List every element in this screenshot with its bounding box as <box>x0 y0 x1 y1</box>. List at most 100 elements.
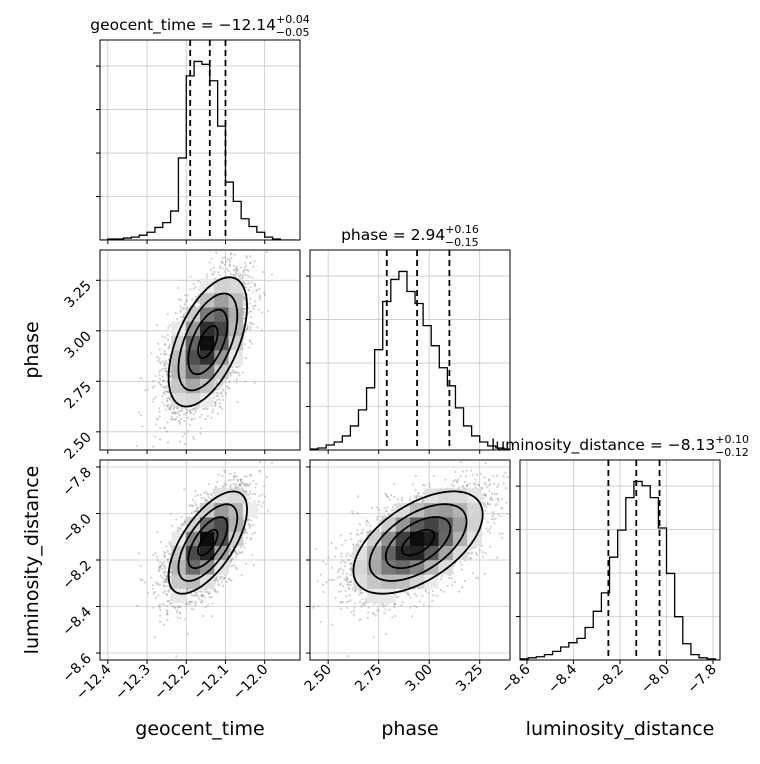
sample-point <box>144 389 146 391</box>
sample-point <box>244 381 246 383</box>
sample-point <box>213 271 215 273</box>
sample-point <box>175 312 177 314</box>
sample-point <box>176 609 178 611</box>
grid-lines <box>527 460 713 660</box>
sample-point <box>393 496 395 498</box>
sample-point <box>160 353 162 355</box>
sample-point <box>162 554 164 556</box>
sample-point <box>249 255 251 257</box>
sample-point <box>140 377 142 379</box>
sample-point <box>158 374 160 376</box>
sample-point <box>164 368 166 370</box>
sample-point <box>162 592 164 594</box>
sample-point <box>244 343 246 345</box>
sample-point <box>166 400 168 402</box>
sample-point <box>163 427 165 429</box>
sample-point <box>179 441 181 443</box>
sample-point <box>193 438 195 440</box>
sample-point <box>205 418 207 420</box>
panel-content <box>136 444 273 657</box>
sample-point <box>262 502 264 504</box>
sample-point <box>169 343 171 345</box>
sample-point <box>253 564 255 566</box>
sample-point <box>155 597 157 599</box>
sample-point <box>391 616 393 618</box>
sample-point <box>164 556 166 558</box>
sample-point <box>246 269 248 271</box>
sample-point <box>245 283 247 285</box>
sample-point <box>244 262 246 264</box>
sample-point <box>258 309 260 311</box>
sample-point <box>163 561 165 563</box>
sample-point <box>491 518 493 520</box>
sample-point <box>208 596 210 598</box>
sample-point <box>184 294 186 296</box>
sample-point <box>252 305 254 307</box>
sample-point <box>178 410 180 412</box>
sample-point <box>204 591 206 593</box>
sample-point <box>166 367 168 369</box>
sample-point <box>242 274 244 276</box>
sample-point <box>362 529 364 531</box>
grid-lines <box>328 250 480 450</box>
sample-point <box>266 251 268 253</box>
sample-point <box>168 408 170 410</box>
sample-point <box>346 655 348 657</box>
sample-point <box>259 495 261 497</box>
sample-point <box>433 475 435 477</box>
sample-point <box>183 313 185 315</box>
sample-point <box>236 401 238 403</box>
sample-point <box>342 569 344 571</box>
sample-point <box>164 578 166 580</box>
sample-point <box>218 405 220 407</box>
sample-point <box>158 416 160 418</box>
sample-point <box>222 585 224 587</box>
sample-point <box>177 606 179 608</box>
sample-point <box>163 603 165 605</box>
sample-point <box>345 555 347 557</box>
sample-point <box>165 362 167 364</box>
sample-point <box>263 485 265 487</box>
sample-point <box>481 501 483 503</box>
sample-point <box>382 603 384 605</box>
sample-point <box>200 497 202 499</box>
sample-point <box>340 567 342 569</box>
sample-point <box>159 438 161 440</box>
sample-point <box>165 580 167 582</box>
sample-point <box>517 523 519 525</box>
sample-point <box>512 483 514 485</box>
sample-point <box>271 462 273 464</box>
sample-point <box>202 595 204 597</box>
sample-point <box>258 469 260 471</box>
sample-point <box>228 270 230 272</box>
sample-point <box>210 498 212 500</box>
sample-point <box>219 576 221 578</box>
sample-point <box>192 499 194 501</box>
sample-point <box>237 553 239 555</box>
sample-point <box>226 258 228 260</box>
sample-point <box>247 275 249 277</box>
sample-point <box>167 348 169 350</box>
sample-point <box>211 411 213 413</box>
sample-point <box>156 531 158 533</box>
sample-point <box>177 287 179 289</box>
sample-point <box>244 303 246 305</box>
sample-point <box>154 385 156 387</box>
sample-point <box>206 408 208 410</box>
sample-point <box>152 401 154 403</box>
sample-point <box>349 584 351 586</box>
sample-point <box>245 264 247 266</box>
sample-point <box>138 552 140 554</box>
sample-point <box>264 495 266 497</box>
sample-point <box>163 343 165 345</box>
sample-point <box>164 390 166 392</box>
sample-point <box>216 481 218 483</box>
sample-point <box>243 311 245 313</box>
sample-point <box>271 273 273 275</box>
sample-point <box>186 603 188 605</box>
sample-point <box>217 412 219 414</box>
density-cell <box>171 574 186 589</box>
sample-point <box>212 267 214 269</box>
sample-point <box>159 348 161 350</box>
sample-point <box>216 577 218 579</box>
